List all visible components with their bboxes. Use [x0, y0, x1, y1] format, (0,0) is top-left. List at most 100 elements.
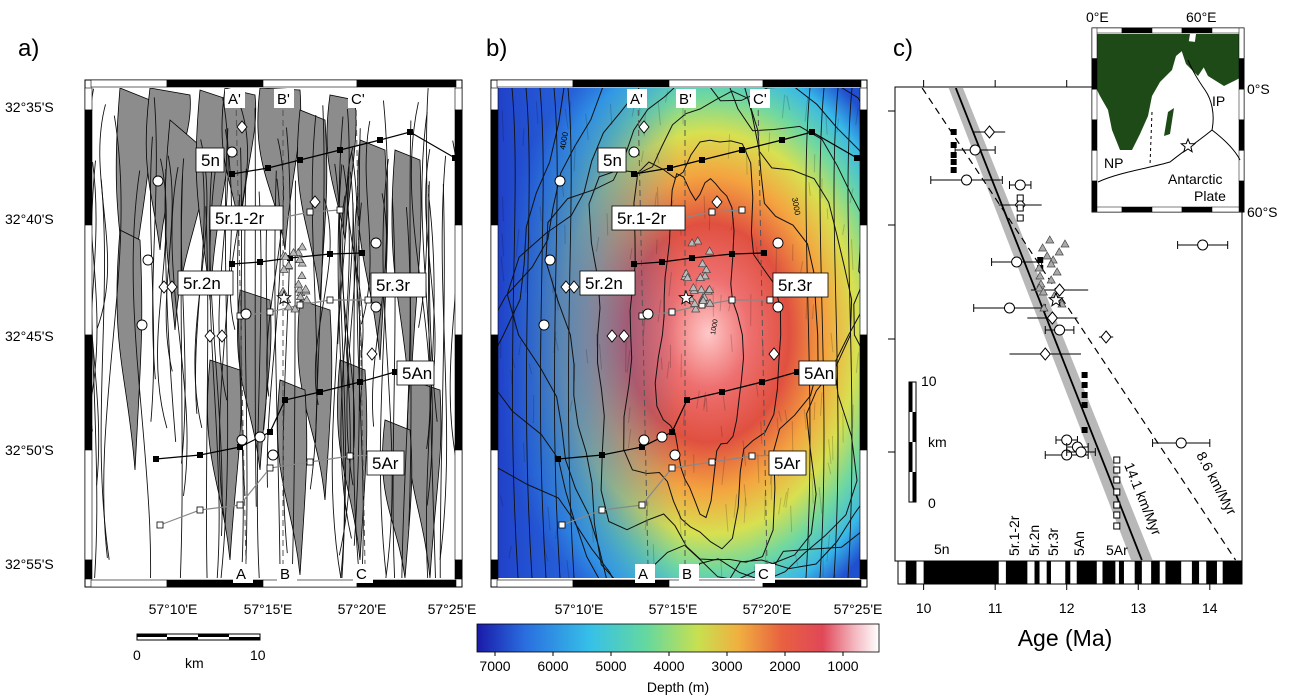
polarity-block — [1065, 561, 1071, 584]
inset-lines — [1091, 27, 1245, 213]
terrain-stroke — [785, 487, 789, 508]
terrain-stroke — [767, 132, 771, 152]
terrain-stroke — [556, 294, 559, 311]
fault-zone-16 — [116, 229, 143, 471]
polarity-block — [923, 561, 999, 584]
polarity-block — [1076, 561, 1097, 584]
map-b-grey-pick — [638, 501, 646, 509]
frame-b-left-seg — [490, 87, 499, 111]
map-b-basalt-circle — [772, 237, 784, 249]
scale-bar-seg-2 — [167, 637, 198, 640]
fault-line-48 — [425, 148, 436, 386]
terrain-stroke — [808, 182, 811, 196]
data-circle — [1003, 302, 1015, 314]
fault-line-63 — [209, 169, 220, 578]
plate-label-ip: IP — [1212, 93, 1225, 109]
map-b-anomaly-label-box — [768, 450, 807, 476]
map-b-vent-triangle — [691, 304, 701, 313]
frame-a-right-seg — [454, 559, 463, 580]
depth-contour-7 — [497, 88, 861, 578]
fault-line-49 — [152, 97, 157, 380]
inset-map: 0°E 60°E 0°S 60°S SP IP NP Antarctic Pla… — [1086, 9, 1278, 220]
fault-line-40 — [171, 167, 188, 496]
x-tick-label-11: 11 — [988, 600, 1003, 616]
panel-c-label: c) — [893, 35, 913, 62]
chron-5An: 5An — [1071, 531, 1087, 556]
fault-line-57 — [218, 97, 229, 401]
map-a-anomaly-label-box — [195, 147, 225, 173]
frame-b-right-seg — [859, 334, 868, 451]
map-a-vent-triangle — [295, 291, 306, 300]
map-b-anomaly-label-5r.1-2r: 5r.1-2r — [617, 209, 666, 228]
map-b-anomaly-pick — [729, 251, 735, 257]
map-b-basalt-circle — [554, 175, 566, 187]
map-b-vent-triangle — [705, 298, 715, 307]
frame-a-top-seg — [356, 79, 457, 88]
lat-label-3: 32°45'S — [5, 328, 54, 344]
west-contour-4 — [553, 88, 561, 578]
map-b-anomaly-pick — [659, 259, 665, 265]
terrain-stroke — [721, 456, 726, 485]
colorbar-ramp — [476, 623, 880, 653]
asia-shape — [1194, 34, 1240, 86]
map-b-frame-ticks — [490, 79, 868, 588]
fault-line-53 — [439, 184, 445, 578]
terrain-stroke — [743, 497, 747, 523]
fault-zone-12 — [297, 299, 333, 501]
map-a-anomaly-label-5r.2n: 5r.2n — [183, 274, 221, 293]
terrain-stroke — [668, 272, 672, 297]
depth-contour-6 — [497, 88, 861, 578]
terrain-stroke — [564, 108, 569, 130]
terrain-stroke — [599, 343, 603, 370]
data-square-filled — [1081, 392, 1088, 398]
frame-b-right-seg — [859, 109, 868, 226]
fault-line-62 — [157, 158, 168, 429]
fault-line-66 — [337, 108, 350, 345]
map-b-anomaly-label-5r.2n: 5r.2n — [585, 274, 623, 293]
frame-a-right-seg — [454, 334, 463, 451]
map-a-basalt-circle — [236, 434, 248, 446]
frame-b-right-seg — [859, 449, 868, 561]
data-square-open — [1113, 466, 1121, 474]
depth-colorbar: 7000 6000 5000 4000 3000 2000 1000 Depth… — [476, 623, 880, 695]
terrain-stroke — [826, 534, 831, 562]
map-a-anomaly-pick — [287, 255, 293, 261]
fault-line-27 — [165, 155, 173, 372]
data-triangle — [1038, 287, 1048, 296]
fault-line-55 — [331, 163, 342, 578]
fault-line-65 — [340, 195, 355, 448]
data-square-filled — [1081, 382, 1088, 388]
data-square-filled — [950, 142, 957, 148]
map-a-section-top-box — [348, 89, 368, 108]
map-b-sample-diamond — [768, 347, 780, 361]
inset-frame-seg — [1238, 119, 1245, 151]
plate-label-np: NP — [1104, 155, 1123, 171]
x-tick-label-13: 13 — [1130, 600, 1146, 616]
map-b-vent-triangle — [704, 284, 715, 293]
map-b-anomaly-label-box — [772, 272, 829, 298]
terrain-stroke — [585, 113, 589, 141]
lon-label-b-2: 57°15'E — [649, 601, 698, 617]
data-square-filled — [1081, 372, 1088, 378]
map-b-anomaly-pick — [809, 129, 815, 135]
data-square-open — [1113, 522, 1121, 530]
fault-line-51 — [91, 88, 98, 402]
terrain-stroke — [500, 256, 505, 282]
map-b-basalt-circle — [544, 254, 556, 266]
colorbar-title: Depth (m) — [647, 679, 709, 695]
map-a-anomaly-label-box — [370, 272, 427, 298]
map-a-basalt-circle — [142, 254, 154, 266]
data-triangle — [1039, 303, 1049, 312]
terrain-stroke — [743, 484, 747, 507]
map-a-grey-pick — [306, 208, 314, 216]
map-b-grey-pick — [558, 521, 566, 529]
data-square-filled — [1081, 402, 1088, 408]
terrain-stroke — [818, 487, 823, 514]
map-b-overlay: A' B' C' A B C 5n 5r.1-2r 5r.2n 5r.3r 5An 5Ar — [538, 89, 860, 583]
terrain-stroke — [825, 115, 828, 135]
terrain-stroke — [628, 407, 631, 423]
fault-line-31 — [179, 175, 184, 578]
map-a-anomaly-label-box — [396, 360, 435, 386]
map-b-anomaly-label-box — [798, 360, 837, 386]
map-a-anomaly-label-box — [209, 205, 284, 231]
